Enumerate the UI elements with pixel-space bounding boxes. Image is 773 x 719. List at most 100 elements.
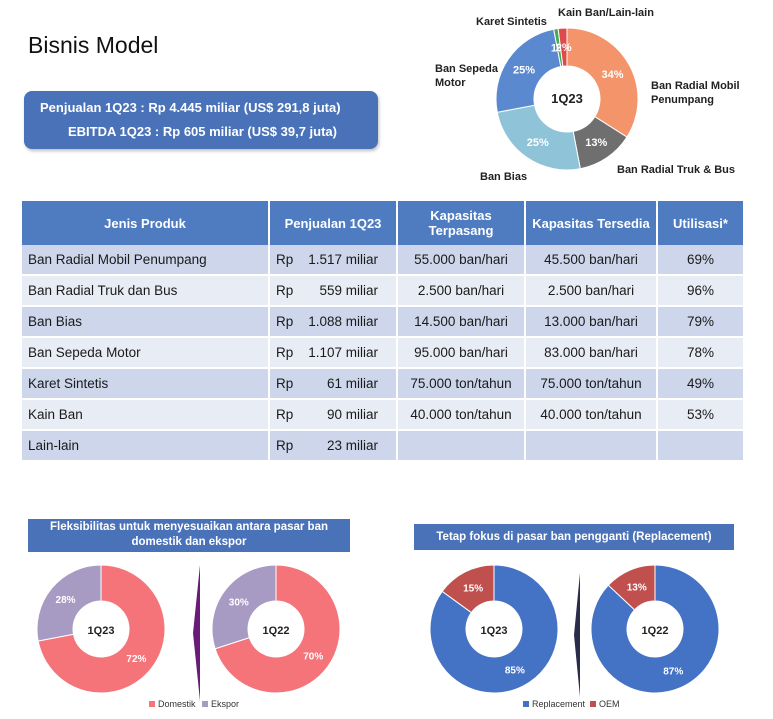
summary-ebitda: EBITDA 1Q23 : Rp 605 miliar (US$ 39,7 ju… xyxy=(68,124,337,139)
legend-swatch-domestik xyxy=(149,701,155,707)
cell-utilisasi: 78% xyxy=(657,337,745,369)
cell-tersedia: 83.000 ban/hari xyxy=(525,337,658,369)
table-row: Ban Sepeda Motor Rp 1.107 miliar 95.000 b… xyxy=(22,337,745,369)
arrow-separator-left xyxy=(193,565,200,701)
cell-tersedia: 40.000 ton/tahun xyxy=(525,399,658,431)
donut-2-data-label: 30% xyxy=(229,597,249,608)
donut-chart-product-mix: 34%13%25%25%1%2% 1Q23 Karet Sintetis Kai… xyxy=(435,7,740,183)
donut-4-data-label: 13% xyxy=(627,582,647,593)
table-row: Ban Bias Rp 1.088 miliar 14.500 ban/hari … xyxy=(22,306,745,338)
arrow-separator-right xyxy=(574,573,580,697)
cell-produk: Ban Radial Truk dan Bus xyxy=(22,275,270,307)
cell-utilisasi xyxy=(657,430,745,462)
label-karet-sintetis: Karet Sintetis xyxy=(476,16,547,28)
cell-produk: Ban Radial Mobil Penumpang xyxy=(22,245,270,276)
label-ban-sepeda-motor: Ban Sepeda Motor xyxy=(435,63,499,89)
cell-tersedia: 75.000 ton/tahun xyxy=(525,368,658,400)
main-donut-data-label: 2% xyxy=(556,42,572,54)
main-donut-data-label: 13% xyxy=(585,137,607,149)
page-title: Bisnis Model xyxy=(28,32,159,58)
cell-amount: 90 miliar xyxy=(326,407,378,422)
cell-rp: Rp xyxy=(276,438,294,453)
main-donut-center-label: 1Q23 xyxy=(551,91,583,106)
cell-rp: Rp xyxy=(276,283,294,298)
donut-1-data-label: 28% xyxy=(56,595,76,606)
donut-1-slice-domestik xyxy=(37,564,166,694)
table-row: Karet Sintetis Rp 61 miliar 75.000 ton/ta… xyxy=(22,368,745,400)
cell-utilisasi: 49% xyxy=(657,368,745,400)
donut-4-slice-oem xyxy=(607,564,656,611)
cell-penjualan: Rp 1.107 miliar xyxy=(269,337,398,369)
cell-amount: 1.107 miliar xyxy=(308,345,378,360)
donut-3-data-label: 85% xyxy=(505,665,525,676)
cell-terpasang: 95.000 ban/hari xyxy=(397,337,526,369)
table-row: Kain Ban Rp 90 miliar 40.000 ton/tahun 40… xyxy=(22,399,745,431)
summary-sales: Penjualan 1Q23 : Rp 4.445 miliar (US$ 29… xyxy=(40,100,341,115)
main-donut-data-label: 25% xyxy=(527,137,549,149)
cell-produk: Kain Ban xyxy=(22,399,270,431)
cell-terpasang: 40.000 ton/tahun xyxy=(397,399,526,431)
product-table: Jenis Produk Penjualan 1Q23 Kapasitas Te… xyxy=(22,201,745,462)
donut-1-data-label: 72% xyxy=(126,654,146,665)
bottom-donut-charts: 72% 28% 70% 30% 85% 15% 87% 13% 1Q23 1Q22 1Q… xyxy=(36,564,720,709)
cell-penjualan: Rp 1.517 miliar xyxy=(269,245,398,276)
legend-swatch-ekspor xyxy=(202,701,208,707)
cell-amount: 23 miliar xyxy=(326,438,378,453)
cell-terpasang: 2.500 ban/hari xyxy=(397,275,526,307)
cell-penjualan: Rp 1.088 miliar xyxy=(269,306,398,338)
cell-rp: Rp xyxy=(276,314,294,329)
donut-2-slice-domestik xyxy=(214,564,341,694)
donut-2-center-label: 1Q22 xyxy=(263,625,290,637)
label-ban-radial-truk: Ban Radial Truk & Bus xyxy=(617,164,735,176)
cell-terpasang: 75.000 ton/tahun xyxy=(397,368,526,400)
legend-label-replacement: Replacement xyxy=(532,699,586,709)
main-donut-data-label: 25% xyxy=(513,65,535,77)
cell-rp: Rp xyxy=(276,345,294,360)
cell-amount: 559 miliar xyxy=(319,283,378,298)
cell-rp: Rp xyxy=(276,376,294,391)
header-kapasitas-terpasang: Kapasitas Terpasang xyxy=(397,201,526,245)
main-donut-slice-ban-radial-mobil-penumpang xyxy=(566,27,639,138)
label-ban-radial-mobil: Ban Radial Mobil Penumpang xyxy=(651,80,740,106)
donut-3-center-label: 1Q23 xyxy=(481,625,508,637)
cell-amount: 1.088 miliar xyxy=(308,314,378,329)
donut-2-slice-ekspor xyxy=(211,564,277,650)
cell-penjualan: Rp 61 miliar xyxy=(269,368,398,400)
cell-tersedia: 2.500 ban/hari xyxy=(525,275,658,307)
table-row: Ban Radial Mobil Penumpang Rp 1.517 milia… xyxy=(22,245,745,276)
summary-box: Penjualan 1Q23 : Rp 4.445 miliar (US$ 29… xyxy=(24,91,378,149)
donut-1-center-label: 1Q23 xyxy=(88,625,115,637)
donut-1-slice-ekspor xyxy=(36,564,102,642)
cell-produk: Ban Sepeda Motor xyxy=(22,337,270,369)
cell-produk: Karet Sintetis xyxy=(22,368,270,400)
table-row: Ban Radial Truk dan Bus Rp 559 miliar 2.5… xyxy=(22,275,745,307)
header-utilisasi: Utilisasi* xyxy=(657,201,745,245)
cell-utilisasi: 69% xyxy=(657,245,745,276)
header-kapasitas-tersedia: Kapasitas Tersedia xyxy=(525,201,658,245)
cell-utilisasi: 96% xyxy=(657,275,745,307)
table-row: Lain-lain Rp 23 miliar xyxy=(22,430,745,462)
label-kain-ban: Kain Ban/Lain-lain xyxy=(558,7,654,19)
cell-utilisasi: 53% xyxy=(657,399,745,431)
donut-3-slice-oem xyxy=(441,564,495,614)
banner-domestik-ekspor: Fleksibilitas untuk menyesuaikan antara … xyxy=(28,519,350,552)
donut-2-data-label: 70% xyxy=(303,652,323,663)
header-jenis-produk: Jenis Produk xyxy=(22,201,270,245)
main-donut-slice-ban-bias xyxy=(496,104,581,171)
cell-rp: Rp xyxy=(276,407,294,422)
main-donut-data-label: 34% xyxy=(602,69,624,81)
donut-3-data-label: 15% xyxy=(463,584,483,595)
cell-rp: Rp xyxy=(276,252,294,267)
label-ban-bias: Ban Bias xyxy=(480,171,527,183)
main-donut-slice-kain-ban-lain-lain xyxy=(557,27,568,67)
cell-utilisasi: 79% xyxy=(657,306,745,338)
cell-terpasang xyxy=(397,430,526,462)
donut-4-center-label: 1Q22 xyxy=(642,625,669,637)
main-donut-slice-ban-sepeda-motor xyxy=(495,28,562,113)
banner-replacement: Tetap fokus di pasar ban pengganti (Repl… xyxy=(414,524,734,550)
donut-3-slice-replacement xyxy=(429,564,559,694)
legend-swatch-replacement xyxy=(523,701,529,707)
legend-swatch-oem xyxy=(590,701,596,707)
header-penjualan: Penjualan 1Q23 xyxy=(269,201,398,245)
cell-terpasang: 14.500 ban/hari xyxy=(397,306,526,338)
